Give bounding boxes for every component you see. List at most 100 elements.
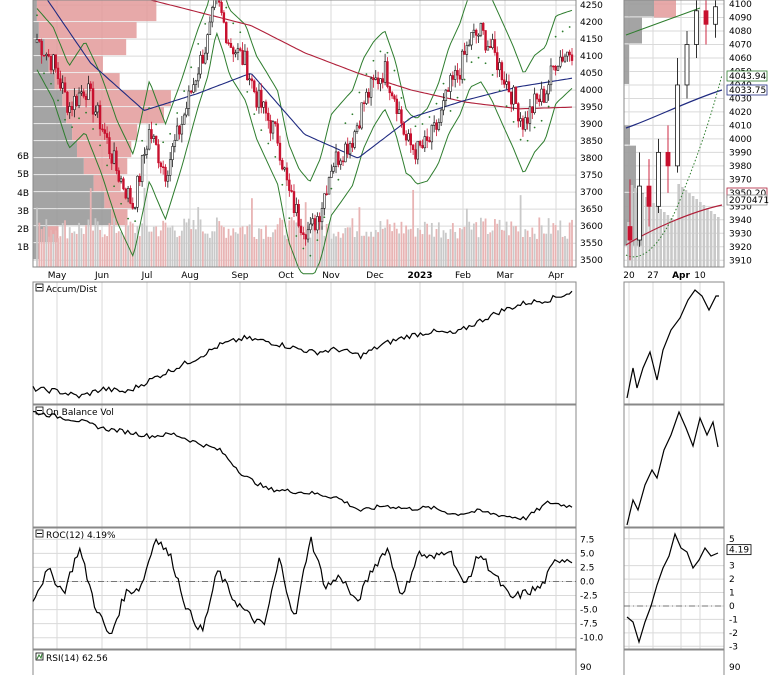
candle-body	[362, 102, 366, 105]
zoom-date-label: 27	[647, 271, 658, 281]
volume-bar	[384, 227, 387, 267]
sar-dot	[99, 144, 101, 147]
volume-bar	[330, 238, 333, 267]
candle-body	[180, 123, 184, 135]
volume-bar	[295, 222, 298, 267]
sar-dot	[358, 91, 361, 94]
volume-bar	[353, 237, 356, 267]
zoom-candle-body	[627, 226, 633, 241]
roc-zoom-tick-label: -2	[729, 629, 738, 639]
candle-body	[42, 54, 46, 57]
candle-body	[554, 65, 557, 71]
candle-body	[138, 175, 141, 183]
value-tag-label: 4043.94	[729, 72, 766, 82]
sar-dot	[85, 111, 87, 114]
volume-bar	[180, 230, 183, 267]
volume-bar	[440, 237, 443, 267]
volume-bar	[272, 232, 274, 267]
candle-body	[131, 202, 134, 209]
volume-bar	[155, 226, 158, 267]
zoom-volume-bar	[673, 221, 677, 267]
sar-dot	[260, 129, 263, 132]
sar-dot	[393, 69, 396, 72]
sar-dot	[533, 126, 536, 129]
candle-body	[295, 204, 298, 213]
sar-dot	[316, 239, 319, 242]
sar-dot	[463, 78, 466, 81]
candle-body	[150, 129, 153, 139]
candle-body	[390, 92, 394, 97]
vbp-bar-gray	[33, 124, 73, 141]
candle-body	[213, 0, 216, 8]
volume-bar	[157, 236, 160, 267]
candle-body	[507, 81, 511, 93]
sar-dot	[288, 217, 291, 220]
volume-bar	[185, 222, 188, 267]
volume-bar	[391, 231, 394, 267]
volume-bar	[561, 236, 564, 267]
volume-bar	[208, 237, 211, 267]
volume-bar	[360, 235, 363, 267]
volume-bar	[447, 238, 450, 267]
price-tick-label: 4150	[580, 35, 603, 45]
date-tick-label: Feb	[455, 271, 471, 281]
volume-bar	[40, 228, 43, 267]
zoom-volume-bar	[663, 212, 666, 267]
zoom-volume-bar	[699, 202, 702, 267]
volume-bar	[101, 237, 104, 267]
zoom-volume-bar	[681, 187, 684, 267]
volume-bar	[367, 236, 370, 267]
candle-body	[482, 23, 485, 31]
volume-bar	[309, 237, 312, 267]
candle-body	[278, 142, 282, 161]
candle-body	[143, 154, 146, 156]
zoom-price-axis-labels: 3910392039303940395039603970398039904000…	[729, 0, 752, 266]
volume-bar	[451, 223, 454, 267]
price-overlays	[36, 0, 573, 275]
volume-bar	[531, 227, 534, 267]
volume-bar	[159, 230, 162, 267]
volume-bar	[449, 229, 452, 267]
vbp-bar-gray	[33, 175, 94, 192]
volume-bar	[372, 236, 375, 267]
candle-body	[35, 39, 39, 44]
sar-dot	[267, 142, 270, 145]
volume-tick-label: 6B	[17, 152, 29, 162]
volume-bar	[318, 218, 321, 267]
volume-bar	[536, 238, 538, 267]
candle-body	[204, 52, 207, 64]
sar-dot	[477, 56, 480, 59]
sar-dot	[36, 14, 38, 17]
volume-bar	[386, 219, 389, 267]
zoom-candles	[627, 0, 718, 261]
sar-dot	[365, 73, 368, 75]
volume-bar	[398, 233, 401, 267]
volume-bar	[253, 236, 256, 267]
candle-body	[292, 191, 296, 213]
sar-dot	[435, 102, 438, 105]
candle-body	[260, 89, 263, 108]
volume-bar	[463, 226, 466, 267]
candle-body	[264, 101, 268, 114]
obv-grid	[56, 405, 557, 527]
candle-body	[570, 54, 574, 61]
sar-dot	[197, 43, 200, 45]
volume-bar	[302, 238, 305, 267]
candle-body	[229, 43, 233, 48]
volume-bar	[129, 221, 132, 267]
volume-bar	[293, 220, 295, 267]
zoom-price-tick-label: 3930	[729, 229, 752, 239]
volume-bar	[356, 231, 358, 267]
candle-body	[145, 148, 149, 155]
candle-body	[140, 155, 144, 183]
sar-dot	[561, 30, 564, 33]
zoom-vbp-bar	[624, 17, 642, 44]
zoom-volume-bar	[691, 196, 695, 267]
zoom-date-labels: 20 27 Apr 10	[623, 271, 706, 281]
zoom-price-tick-label: 4080	[729, 27, 752, 37]
zoom-volume-bar	[627, 222, 630, 267]
candle-body	[397, 109, 401, 114]
sar-dot	[498, 89, 501, 92]
